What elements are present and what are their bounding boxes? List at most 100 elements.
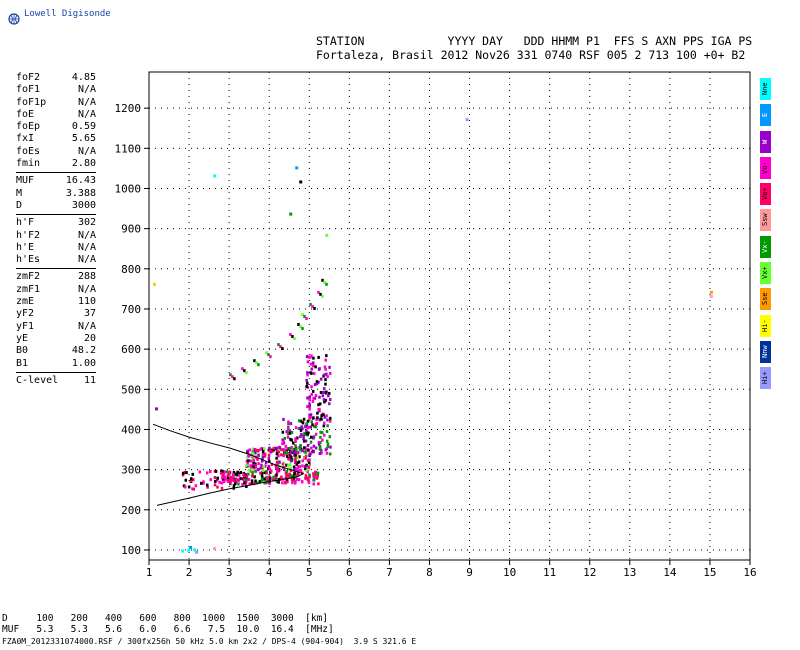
file-info-line: FZA0M_2012331074000.RSF / 300fx256h 50 k…: [2, 637, 417, 646]
echo-point: [277, 480, 280, 484]
echo-point: [294, 474, 297, 478]
echo-point: [285, 463, 289, 467]
echo-point: [288, 431, 292, 435]
echo-point: [245, 485, 248, 489]
y-tick-label: 600: [121, 343, 141, 356]
echo-point: [247, 472, 250, 476]
param-value: 3000: [71, 199, 96, 211]
param-value: N/A: [77, 254, 96, 266]
echo-point: [289, 212, 293, 216]
echo-point: [309, 302, 312, 306]
echo-point: [297, 419, 301, 423]
echo-point: [314, 394, 318, 398]
echo-point: [263, 452, 267, 456]
echo-point: [327, 394, 330, 398]
echo-point: [324, 448, 328, 452]
station-header: STATION YYYY DAY DDD HHMM P1 FFS S AXN P…: [316, 34, 752, 62]
echo-point: [287, 457, 291, 461]
echo-point: [261, 469, 265, 473]
echo-point: [205, 471, 209, 475]
echo-point: [282, 448, 285, 452]
echo-point: [294, 426, 298, 430]
echo-point: [296, 469, 300, 473]
echo-point: [305, 422, 308, 426]
echo-point: [181, 473, 185, 477]
param-name: h'F2: [16, 229, 41, 241]
echo-point: [323, 365, 327, 369]
echo-point: [289, 459, 293, 463]
echo-point: [194, 484, 198, 488]
echo-point: [268, 449, 272, 453]
echo-point: [288, 429, 292, 433]
param-row: h'Es N/A: [16, 254, 96, 266]
echo-point: [256, 457, 259, 461]
echo-point: [328, 419, 332, 423]
echo-point: [310, 446, 313, 450]
echo-point: [155, 407, 159, 411]
echo-point: [329, 445, 332, 449]
echo-point: [304, 432, 307, 436]
echo-point: [264, 461, 268, 465]
echo-point: [305, 378, 308, 382]
echo-point: [220, 481, 224, 485]
echo-point: [307, 481, 311, 485]
echo-point: [317, 441, 321, 445]
echo-point: [254, 451, 257, 455]
echo-point: [322, 398, 326, 402]
echo-point: [321, 294, 324, 298]
y-tick-label: 700: [121, 303, 141, 316]
legend-swatch: Nnw: [760, 340, 771, 363]
echo-point: [250, 474, 254, 478]
echo-point: [297, 323, 300, 327]
echo-point: [216, 476, 219, 480]
echo-point: [308, 402, 311, 406]
echo-point: [312, 396, 315, 400]
echo-point: [255, 481, 259, 485]
echo-point: [265, 351, 268, 355]
echo-point: [290, 430, 294, 434]
echo-point: [261, 455, 265, 459]
echo-point: [328, 402, 331, 406]
echo-point: [305, 429, 308, 433]
param-row: foF1 N/A: [16, 84, 96, 96]
param-row: foE N/A: [16, 109, 96, 121]
echo-point: [289, 437, 292, 441]
echo-point: [282, 440, 286, 444]
echo-point: [284, 476, 288, 480]
echo-point: [309, 440, 313, 444]
echo-point: [465, 118, 469, 122]
echo-point: [308, 452, 311, 456]
param-row: foF2 4.85: [16, 72, 96, 84]
echo-point: [198, 470, 202, 474]
echo-point: [306, 371, 309, 375]
echo-point: [304, 476, 307, 480]
param-row: MUF 16.43: [16, 175, 96, 187]
echo-point: [301, 312, 304, 316]
echo-point: [325, 414, 328, 418]
echo-point: [277, 469, 281, 473]
echo-point: [298, 427, 302, 431]
echo-point: [287, 422, 290, 426]
echo-point: [280, 475, 283, 479]
echo-point: [268, 446, 271, 450]
echo-point: [269, 355, 272, 359]
param-row: h'E N/A: [16, 242, 96, 254]
echo-point: [326, 442, 330, 446]
echo-point: [266, 476, 269, 480]
echo-point: [324, 367, 327, 371]
echo-point: [281, 462, 285, 466]
echo-point: [251, 447, 255, 451]
echo-point: [245, 371, 248, 375]
echo-point: [311, 304, 314, 308]
echo-point: [260, 463, 263, 467]
echo-point: [301, 464, 304, 468]
header-labels: STATION YYYY DAY DDD HHMM P1 FFS S AXN P…: [316, 34, 753, 48]
echo-point: [216, 485, 219, 489]
echo-point: [329, 452, 332, 456]
echo-point: [284, 448, 287, 452]
echo-point: [187, 548, 191, 552]
echo-point: [325, 390, 328, 394]
echo-point: [329, 416, 332, 420]
y-tick-label: 500: [121, 383, 141, 396]
echo-point: [315, 417, 318, 421]
